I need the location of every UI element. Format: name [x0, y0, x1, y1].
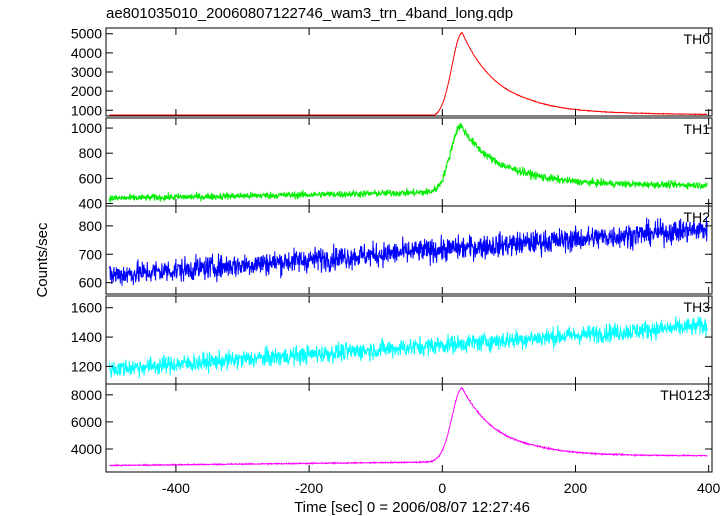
panel-th2: 600 700 800 TH2 [79, 205, 713, 295]
panel-label: TH0 [684, 31, 711, 47]
y-tick-label: 1000 [71, 120, 102, 136]
y-tick-label: 8000 [71, 387, 102, 403]
panel-th0: 1000 2000 3000 4000 5000 TH0 [71, 26, 713, 118]
y-axis-label: Counts/sec [34, 222, 51, 298]
y-tick-label: 5000 [71, 26, 102, 42]
x-tick-label: 200 [564, 480, 588, 496]
series-line-th2 [108, 216, 708, 286]
y-tick-label: 4000 [71, 441, 102, 457]
y-tick-label: 400 [79, 195, 103, 211]
y-tick-label: 1200 [71, 358, 102, 374]
panel-label: TH2 [684, 209, 711, 225]
x-tick-label: 0 [438, 480, 446, 496]
panel-label: TH0123 [660, 387, 710, 403]
x-axis-ticks: -400 -200 0 200 400 [162, 480, 721, 496]
y-tick-label: 600 [79, 170, 103, 186]
panel-label: TH1 [684, 121, 711, 137]
series-line-th0 [109, 31, 708, 116]
chart-title: ae801035010_20060807122746_wam3_trn_4ban… [106, 5, 513, 22]
panel-th0123: 4000 6000 8000 TH0123 [71, 383, 713, 473]
y-tick-label: 700 [79, 246, 103, 262]
x-tick-label: -200 [295, 480, 323, 496]
series-line-th0123 [109, 387, 708, 468]
y-tick-label: 3000 [71, 64, 102, 80]
panel-th1: 400 600 800 1000 TH1 [71, 117, 713, 211]
series-line-th1 [108, 123, 708, 203]
y-tick-label: 800 [79, 145, 103, 161]
panels: 1000 2000 3000 4000 5000 TH0 400 600 800 1000 TH1 6… [71, 26, 713, 473]
y-tick-label: 600 [79, 275, 103, 291]
x-tick-label: 400 [697, 480, 721, 496]
x-axis-label: Time [sec] 0 = 2006/08/07 12:27:46 [294, 499, 530, 516]
x-tick-label: -400 [162, 480, 190, 496]
y-tick-label: 6000 [71, 414, 102, 430]
y-tick-label: 800 [79, 218, 103, 234]
y-tick-label: 1000 [71, 102, 102, 118]
y-tick-label: 1600 [71, 300, 102, 316]
panel-th3: 1200 1400 1600 TH3 [71, 295, 713, 385]
y-tick-label: 1400 [71, 329, 102, 345]
panel-label: TH3 [684, 299, 711, 315]
panel-frame [105, 295, 713, 385]
y-tick-label: 4000 [71, 45, 102, 61]
panel-frame [105, 205, 713, 295]
panel-frame [105, 27, 713, 117]
panel-frame [105, 383, 713, 473]
y-tick-label: 2000 [71, 83, 102, 99]
series-line-th3 [108, 316, 708, 379]
